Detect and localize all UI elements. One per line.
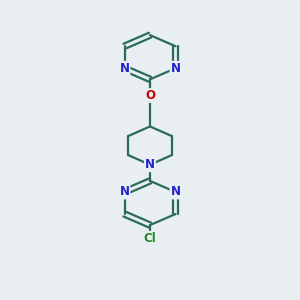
Text: N: N (170, 62, 181, 75)
Text: N: N (170, 185, 181, 199)
Text: N: N (119, 185, 130, 199)
Text: N: N (119, 62, 130, 75)
Text: Cl: Cl (144, 232, 156, 245)
Text: N: N (145, 158, 155, 171)
Text: O: O (145, 89, 155, 102)
